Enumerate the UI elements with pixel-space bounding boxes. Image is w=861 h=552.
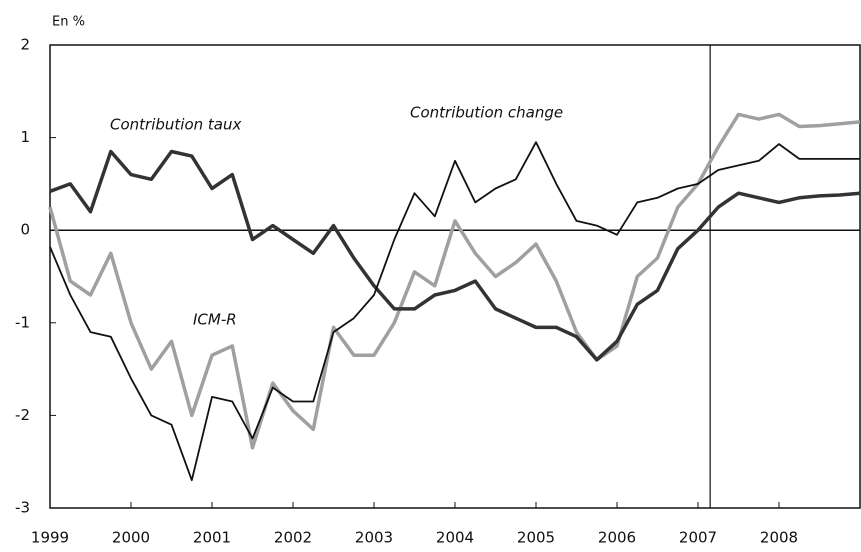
x-tick-label: 2006 [598,529,636,547]
series-line [49,141,860,482]
y-tick-label: 1 [20,128,30,146]
y-tick-label: -1 [15,313,30,331]
x-tick-label: 1999 [31,529,69,547]
series-label: Contribution taux [110,116,241,134]
x-tick-label: 2000 [112,529,150,547]
unit-label: En % [52,15,85,30]
x-tick-label: 2002 [274,529,312,547]
x-tick-label: 2005 [517,529,555,547]
x-tick-label: 2003 [355,529,393,547]
series-label: Contribution change [410,104,563,122]
x-tick-label: 2008 [760,529,798,547]
y-tick-label: 2 [20,36,30,54]
x-tick-label: 2001 [193,529,231,547]
y-tick-label: 0 [20,221,30,239]
series-line [48,112,861,450]
series-line [49,149,861,362]
x-tick-label: 2004 [436,529,474,547]
y-tick-label: -2 [15,406,30,424]
x-tick-label: 2007 [679,529,717,547]
y-tick-label: -3 [15,499,30,517]
series-label: ICM-R [193,311,237,329]
